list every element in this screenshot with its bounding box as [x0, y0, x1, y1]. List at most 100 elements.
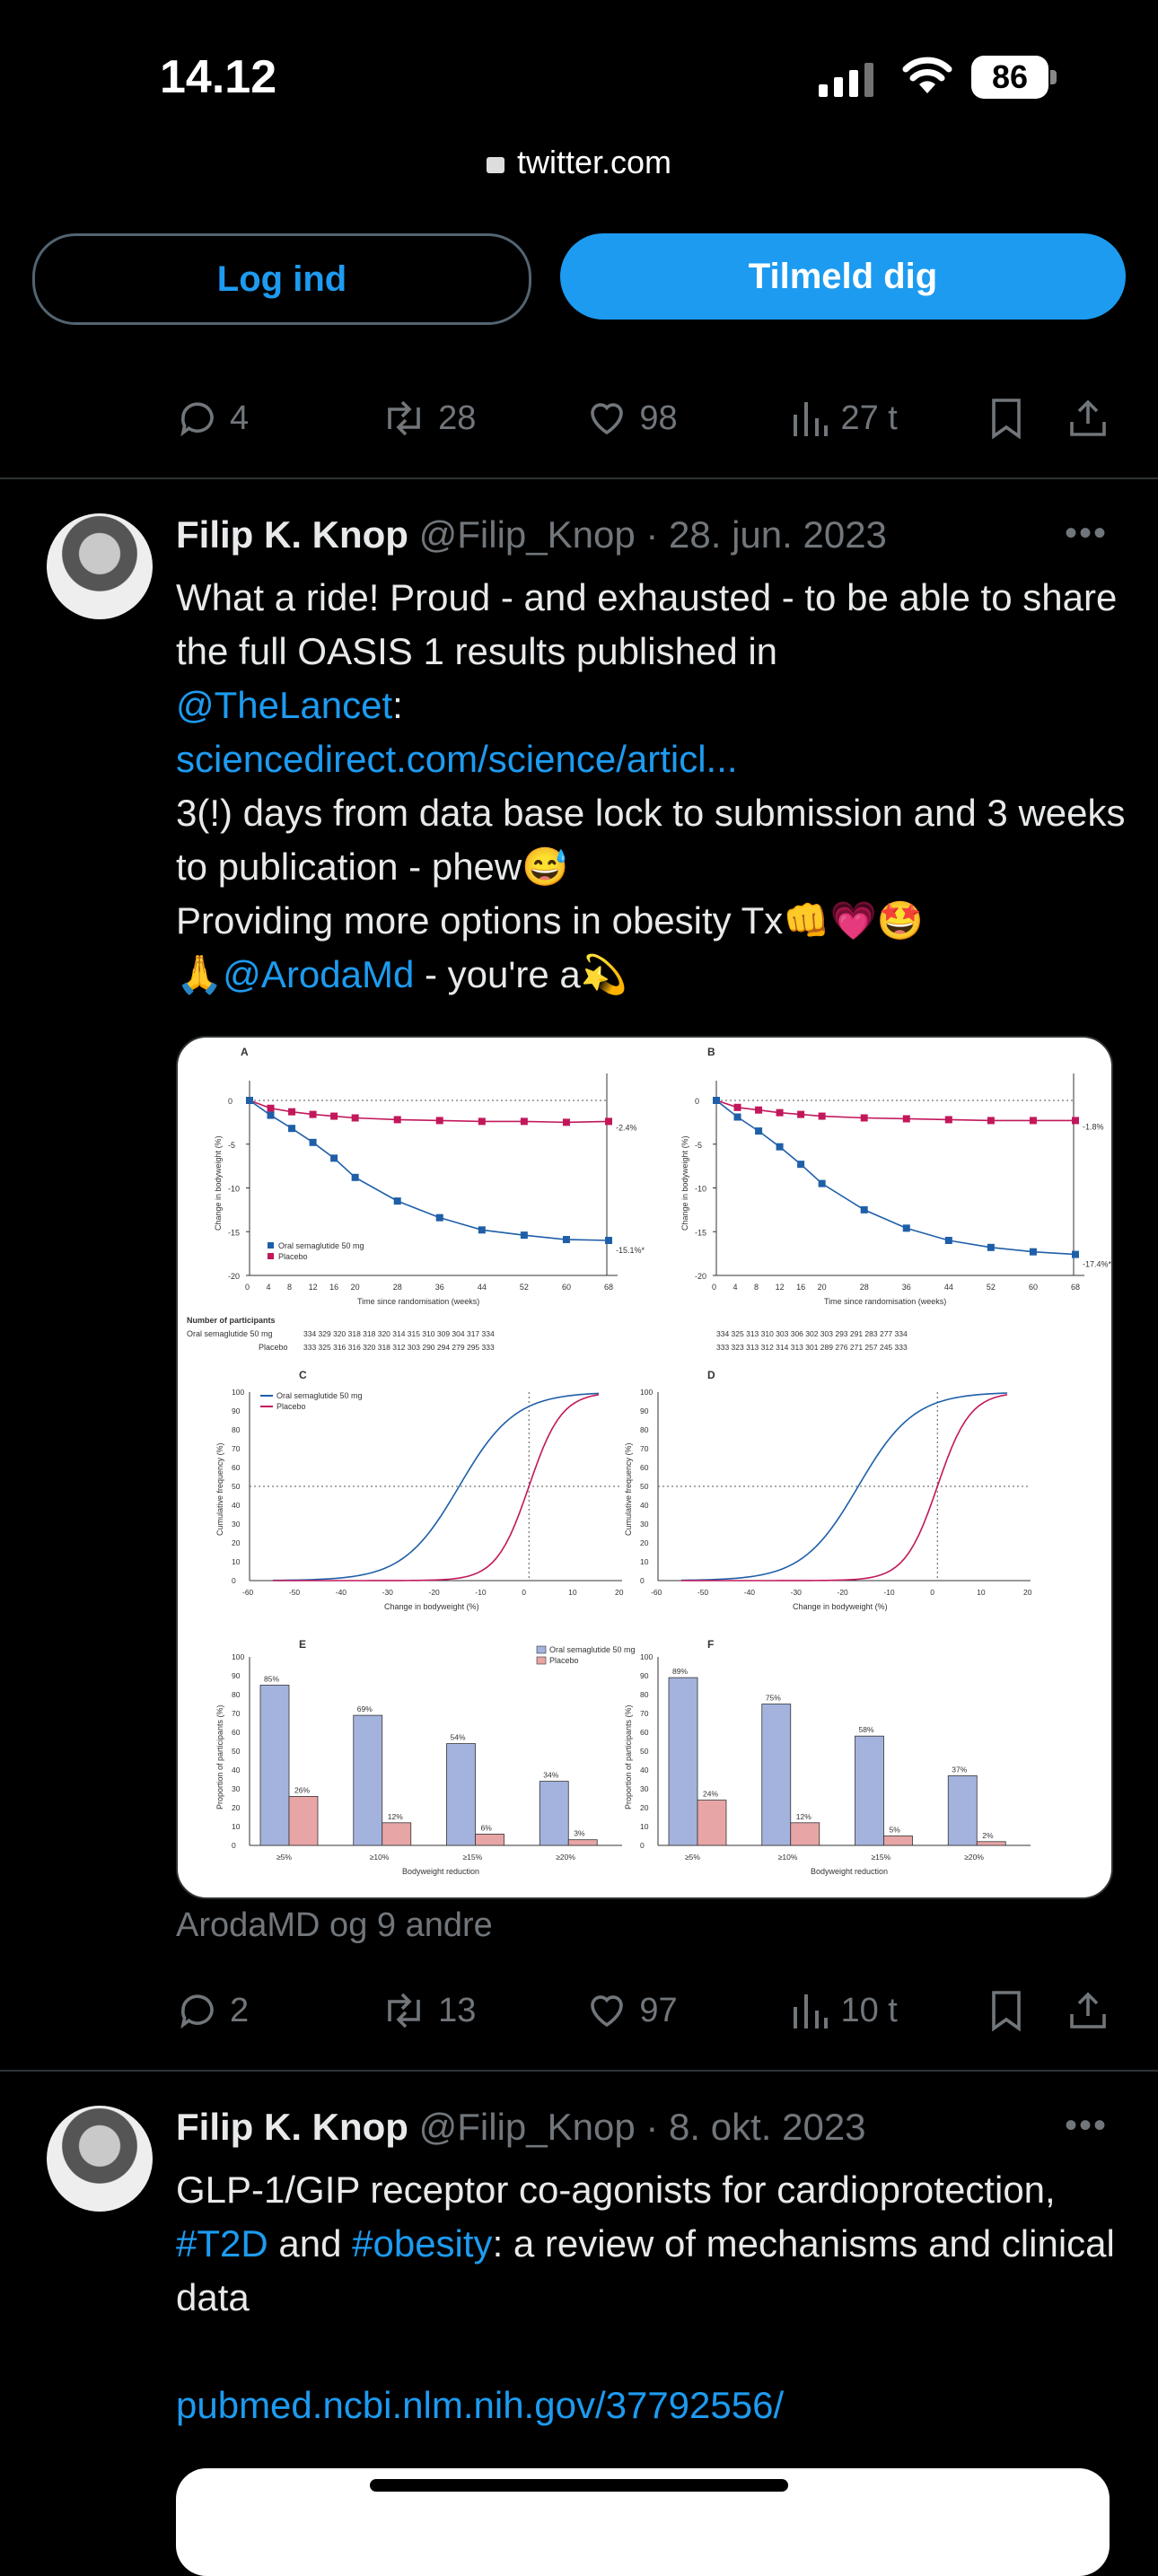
views-button[interactable]: 27 t: [790, 397, 986, 440]
more-icon[interactable]: •••: [1065, 513, 1109, 553]
like-button[interactable]: 98: [585, 397, 790, 440]
end-label-placebo: -1.8%: [1083, 1122, 1104, 1131]
hashtag-obesity[interactable]: #obesity: [352, 2222, 493, 2265]
tweet-date[interactable]: · 28. jun. 2023: [645, 513, 887, 556]
y-tick-label: 60: [640, 1728, 649, 1737]
bar-label-placebo: 6%: [481, 1823, 493, 1832]
author-handle[interactable]: @Filip_Knop: [418, 513, 636, 556]
placebo-point: [393, 1116, 401, 1124]
x-tick-label: 8: [754, 1283, 759, 1292]
signup-button[interactable]: Tilmeld dig: [560, 233, 1126, 320]
x-tick-label: -40: [336, 1588, 347, 1597]
x-tick-label: 20: [818, 1283, 827, 1292]
like-button[interactable]: 97: [585, 1989, 790, 2032]
reply-button[interactable]: 2: [176, 1989, 381, 2032]
bookmark-button[interactable]: [987, 396, 1066, 441]
more-icon[interactable]: •••: [1065, 2106, 1109, 2145]
y-tick-label: -15: [695, 1228, 706, 1237]
tweet0-actions: 4 28 98 27 t: [176, 391, 1110, 445]
y-tick-label: 80: [232, 1690, 241, 1699]
liked-by[interactable]: ArodaMD og 9 andre: [176, 1906, 493, 1944]
x-tick-label: 52: [520, 1283, 529, 1292]
bookmark-icon: [991, 1991, 1021, 2032]
bar-label-placebo: 5%: [890, 1826, 901, 1835]
y-tick-label: -20: [228, 1272, 240, 1281]
x-tick-label: 0: [245, 1283, 250, 1292]
x-tick-label: -30: [382, 1588, 394, 1597]
share-button[interactable]: [1066, 396, 1110, 441]
x-tick-label: 0: [522, 1588, 526, 1597]
x-tick-label: 44: [944, 1283, 953, 1292]
tweet-date[interactable]: · 8. okt. 2023: [645, 2106, 866, 2148]
reply-count: 4: [230, 399, 250, 437]
author-name[interactable]: Filip K. Knop: [176, 2106, 408, 2148]
avatar[interactable]: [47, 2106, 153, 2212]
placebo-point: [987, 1117, 995, 1125]
divider: [0, 2070, 1158, 2072]
login-button[interactable]: Log ind: [32, 233, 531, 325]
bar-drug: [539, 1781, 569, 1846]
x-tick-label: 60: [562, 1283, 571, 1292]
bar-label-placebo: 3%: [574, 1829, 585, 1838]
retweet-button[interactable]: 13: [381, 1989, 585, 2032]
semaglutide-point: [1072, 1250, 1079, 1258]
y-tick-label: 30: [232, 1784, 241, 1793]
reply-button[interactable]: 4: [176, 397, 381, 440]
y-tick-label: 90: [640, 1406, 649, 1415]
article-link[interactable]: sciencedirect.com/science/articl...: [176, 738, 738, 780]
views-button[interactable]: 10 t: [790, 1989, 986, 2032]
mention-arodamd[interactable]: @ArodaMd: [223, 953, 415, 995]
y-axis-label: Change in bodyweight (%): [214, 1135, 223, 1231]
y-tick-label: 60: [232, 1728, 241, 1737]
y-axis-label: Proportion of participants (%): [624, 1704, 633, 1809]
x-tick-label: 52: [987, 1283, 996, 1292]
y-tick-label: 30: [640, 1784, 649, 1793]
semaglutide-point: [267, 1111, 275, 1119]
tweet-line: Providing more options in obesity Tx👊💗🤩: [176, 899, 925, 942]
y-tick-label: -20: [695, 1272, 706, 1281]
x-tick-label: 28: [393, 1283, 402, 1292]
placebo-point: [1029, 1117, 1037, 1125]
status-time: 14.12: [160, 51, 277, 103]
tweet2-link-row: pubmed.ncbi.nlm.nih.gov/37792556/: [176, 2379, 1127, 2432]
x-axis-label: Time since randomisation (weeks): [357, 1297, 479, 1306]
semaglutide-point: [776, 1143, 784, 1151]
share-icon: [1070, 1992, 1106, 2028]
tweet2-text: GLP-1/GIP receptor co-agonists for cardi…: [176, 2163, 1127, 2325]
y-tick-label: 0: [640, 1841, 645, 1850]
pubmed-link[interactable]: pubmed.ncbi.nlm.nih.gov/37792556/: [176, 2384, 785, 2426]
y-axis-label: Cumulative frequency (%): [215, 1442, 224, 1536]
legend-placebo: Placebo: [549, 1656, 579, 1665]
y-tick-label: 40: [232, 1501, 241, 1510]
url-bar[interactable]: twitter.com: [0, 144, 1158, 181]
author-name[interactable]: Filip K. Knop: [176, 513, 408, 556]
reply-icon: [180, 402, 214, 437]
bar-drug: [259, 1685, 290, 1846]
hashtag-t2d[interactable]: #T2D: [176, 2222, 268, 2265]
bookmark-button[interactable]: [987, 1988, 1066, 2033]
y-tick-label: 0: [695, 1097, 699, 1106]
y-tick-label: 30: [640, 1520, 649, 1529]
semaglutide-point: [288, 1125, 296, 1133]
author-handle[interactable]: @Filip_Knop: [418, 2106, 636, 2148]
retweet-button[interactable]: 28: [381, 397, 585, 440]
tweet-image[interactable]: A 0 -5 -10 -15 -20 0 4 8 12 16 20 28 36 44 52 60 68 Time s…: [176, 1036, 1113, 1899]
participants-title: Number of participants: [187, 1316, 276, 1325]
placebo-point: [902, 1115, 910, 1123]
share-button[interactable]: [1066, 1988, 1110, 2033]
x-tick-label: 36: [902, 1283, 911, 1292]
semaglutide-point: [818, 1179, 826, 1187]
panel-label: D: [707, 1369, 715, 1381]
end-label-drug: -15.1%*: [616, 1246, 645, 1255]
placebo-point: [944, 1116, 952, 1124]
mention-thelancet[interactable]: @TheLancet: [176, 684, 393, 726]
x-tick-label: ≥10%: [370, 1853, 390, 1862]
y-tick-label: 40: [640, 1766, 649, 1774]
x-tick-label: ≥15%: [872, 1853, 891, 1862]
legend-swatch-drug: [268, 1242, 274, 1249]
y-tick-label: 70: [640, 1709, 649, 1718]
y-tick-label: 20: [640, 1803, 649, 1812]
placebo-point: [818, 1112, 826, 1120]
avatar[interactable]: [47, 513, 153, 619]
semaglutide-point: [435, 1214, 443, 1222]
